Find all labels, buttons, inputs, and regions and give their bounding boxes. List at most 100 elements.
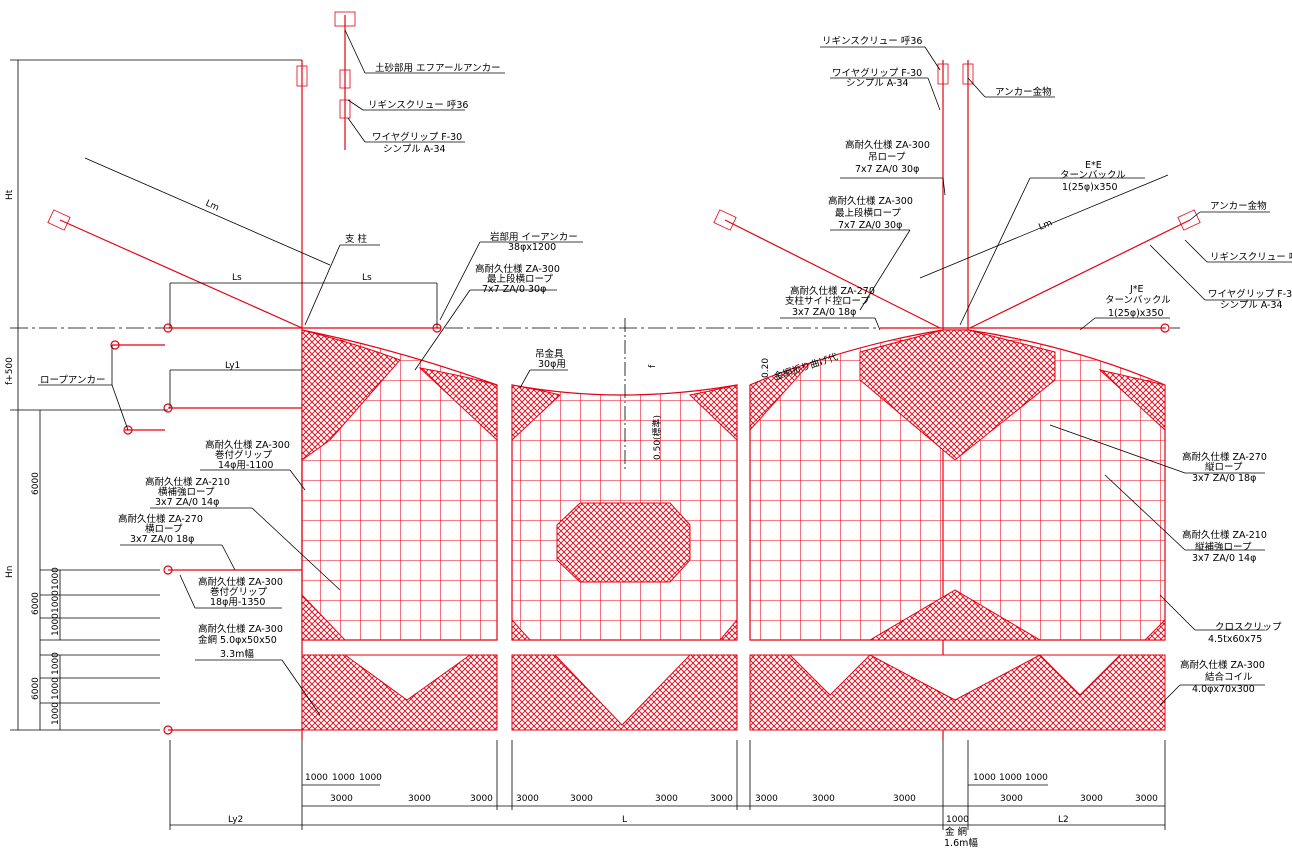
net-panel-1: [301, 329, 498, 731]
dim-h1000-3: 1000: [51, 613, 61, 636]
dim-ls-1: Ls: [232, 273, 242, 283]
dim-l2: L2: [1058, 815, 1069, 825]
dim-w3000-8: 3000: [755, 794, 778, 804]
dim-w1000-4: 1000: [973, 773, 996, 783]
label-h-rope-3: 3x7 ZA/0 18φ: [130, 534, 194, 545]
dim-hn: Hn: [5, 566, 15, 578]
dim-ls-2: Ls: [362, 273, 372, 283]
label-top-rope-left: 高耐久仕様 ZA-300: [475, 263, 560, 275]
dim-h1000-5: 1000: [51, 677, 61, 700]
dim-h1000-6: 1000: [51, 702, 61, 725]
label-post: 支 柱: [345, 233, 368, 245]
label-anchor-metal: アンカー金物: [995, 86, 1052, 98]
dim-h1000-1: 1000: [51, 567, 61, 590]
dim-ly2: Ly2: [228, 815, 243, 825]
label-hang-rope-3: 7x7 ZA/0 30φ: [855, 164, 919, 175]
label-rock-anchor: 岩部用 イーアンカー: [490, 231, 578, 243]
dim-w1000-5: 1000: [999, 773, 1022, 783]
dim-f: f: [648, 364, 658, 368]
label-hanger-size: 30φ用: [538, 359, 566, 370]
dim-w1000-2: 1000: [332, 773, 355, 783]
label-mesh16-2: 1.6m幅: [944, 837, 978, 848]
label-h-reinf-2: 横補強ロープ: [158, 486, 215, 498]
label-wind-grip18-2: 巻付グリップ: [210, 586, 268, 598]
label-v-reinf-2: 縦補強ロープ: [1195, 541, 1252, 553]
label-wind-grip18: 高耐久仕様 ZA-300: [198, 576, 283, 588]
dim-w3000-2: 3000: [408, 794, 431, 804]
dim-w3000-11: 3000: [1000, 794, 1023, 804]
label-anchor-soil: 土砂部用 エフアールアンカー: [375, 62, 501, 74]
dim-w1000-6: 1000: [1025, 773, 1048, 783]
label-mesh16: 金 網: [945, 826, 967, 838]
dim-ly1: Ly1: [225, 361, 240, 371]
dim-sag: 0.50(標準): [651, 415, 663, 460]
label-v-reinf: 高耐久仕様 ZA-210: [1182, 529, 1267, 541]
label-wire-grip-right-2: ワイヤグリップ F-30: [1208, 288, 1292, 300]
label-turnbuckle-2: ターンバックル: [1060, 170, 1126, 181]
label-v-rope: 高耐久仕様 ZA-270: [1182, 451, 1267, 463]
label-wind-grip18-3: 18φ用-1350: [210, 597, 265, 608]
label-thimble-right: シンプル A-34: [846, 78, 909, 89]
dim-w3000-3: 3000: [470, 794, 493, 804]
dim-sag-top: 0.20: [761, 358, 771, 378]
dimension-lines: [10, 59, 1169, 830]
label-h-rope: 高耐久仕様 ZA-270: [118, 513, 203, 525]
label-cross-clip: クロスクリップ: [1215, 622, 1282, 633]
label-wind-grip-2: 巻付グリップ: [215, 449, 273, 461]
label-wind-grip-3: 14φ用-1100: [218, 460, 273, 471]
label-mesh-3: 3.3m幅: [220, 648, 254, 660]
label-rope-anchor: ロープアンカー: [40, 375, 106, 386]
dim-w3000-12: 3000: [1080, 794, 1103, 804]
label-h-rope-2: 横ロープ: [145, 523, 183, 535]
rope-anchor-circle: [163, 323, 173, 333]
dim-f500: f+500: [5, 357, 15, 385]
dim-lm-right: Lm: [1037, 218, 1054, 232]
dim-w3000-5: 3000: [570, 794, 593, 804]
label-anchor-metal-2: アンカー金物: [1210, 200, 1267, 212]
dim-w3000-9: 3000: [812, 794, 835, 804]
label-turnbuckle2-3: 1(25φ)x350: [1108, 308, 1164, 319]
net-panel-3: [749, 329, 1166, 731]
label-mesh-2: 金網 5.0φx50x50: [198, 634, 277, 646]
dim-h1000-2: 1000: [51, 590, 61, 613]
label-hang-rope-2: 吊ロープ: [868, 152, 906, 163]
label-coil: 高耐久仕様 ZA-300: [1180, 659, 1265, 671]
dim-h6000-2: 6000: [31, 592, 41, 615]
label-turnbuckle-3: 1(25φ)x350: [1062, 182, 1118, 193]
dim-w3000-1: 3000: [330, 794, 353, 804]
label-cross-clip-2: 4.5tx60x75: [1208, 634, 1262, 645]
label-turnbuckle: E*E: [1085, 160, 1102, 171]
label-side-rope-3: 3x7 ZA/0 18φ: [792, 307, 856, 318]
top-rope-line: [10, 323, 1180, 333]
dimension-text: Ht Lm Lm Ls Ls Ly1 f f+500 0.50(標準) 0.20…: [5, 189, 1158, 825]
stay-ropes: [47, 209, 1201, 329]
dim-w1000-3: 1000: [359, 773, 382, 783]
label-top-rope-left-2: 最上段横ロープ: [487, 273, 553, 285]
label-mesh: 高耐久仕様 ZA-300: [198, 623, 283, 635]
dim-h1000-4: 1000: [51, 652, 61, 675]
label-coil-3: 4.0φx70x300: [1192, 684, 1255, 695]
label-top-rope-right: 高耐久仕様 ZA-300: [828, 195, 913, 207]
dim-ht: Ht: [5, 189, 15, 200]
label-rock-anchor-size: 38φx1200: [508, 242, 556, 253]
dim-w3000-4: 3000: [516, 794, 539, 804]
label-coil-2: 結合コイル: [1205, 671, 1253, 683]
net-panel-2: [511, 384, 738, 731]
label-hanger: 吊金具: [535, 348, 564, 360]
label-top-rope-right-3: 7x7 ZA/0 30φ: [838, 220, 902, 231]
dim-h6000-3: 6000: [31, 677, 41, 700]
label-h-reinf: 高耐久仕様 ZA-210: [145, 476, 230, 488]
dim-w3000-7: 3000: [710, 794, 733, 804]
label-side-rope: 高耐久仕様 ZA-270: [790, 285, 875, 297]
label-v-reinf-3: 3x7 ZA/0 14φ: [1192, 553, 1256, 564]
dim-w3000-10: 3000: [893, 794, 916, 804]
label-top-rope-left-3: 7x7 ZA/0 30φ: [482, 284, 546, 295]
dim-w3000-6: 3000: [655, 794, 678, 804]
label-rigging-screw-right-2: リギンスクリュー 呼36: [1210, 252, 1292, 263]
dim-w1000-gap: 1000: [946, 815, 969, 825]
label-thimble-right-2: シンプル A-34: [1220, 300, 1283, 311]
label-hang-rope: 高耐久仕様 ZA-300: [845, 139, 930, 151]
label-wire-grip-left: ワイヤグリップ F-30: [372, 131, 462, 143]
label-rigging-screw-left: リギンスクリュー 呼36: [368, 100, 468, 111]
